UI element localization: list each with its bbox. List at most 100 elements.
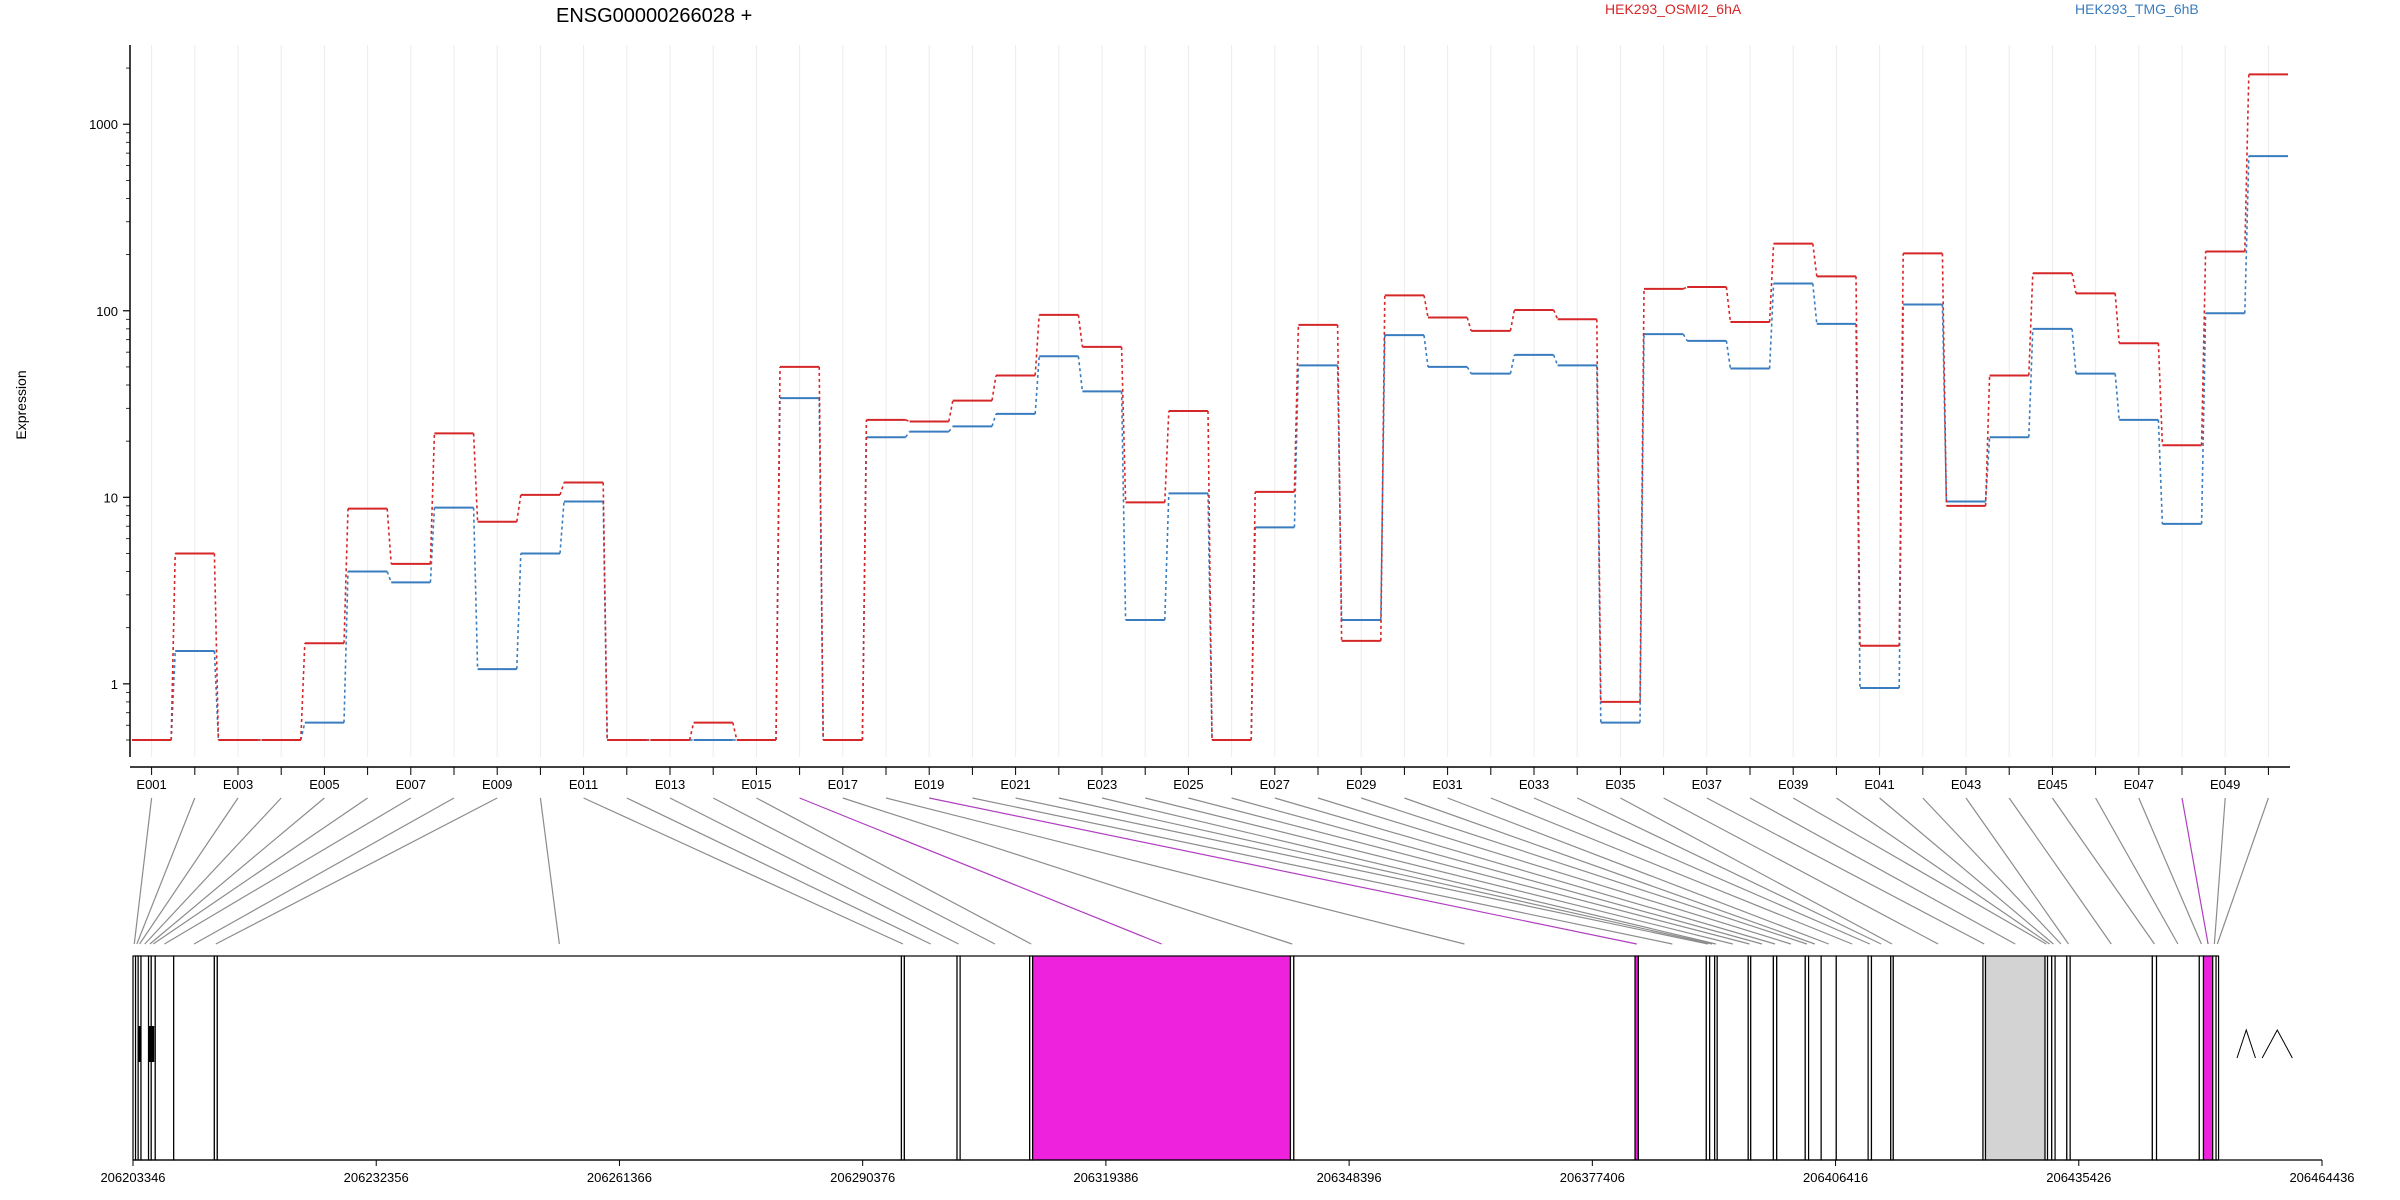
series-0-join-9 (559, 482, 565, 496)
connector-E011 (583, 797, 904, 945)
exon-bin-E028 (1776, 955, 1806, 1161)
connector-E033 (1533, 797, 1871, 945)
exon-bin-E048 (2202, 955, 2214, 1161)
connector-E020 (972, 797, 1673, 945)
series-1-join-45 (2114, 373, 2120, 420)
series-0-join-0 (170, 553, 176, 741)
connector-E042 (1922, 797, 2062, 945)
series-1-join-6 (429, 507, 436, 583)
connector-E043 (1965, 797, 2069, 945)
series-0-join-39 (1855, 276, 1861, 646)
x-tick-label-E005: E005 (309, 777, 339, 792)
connector-E044 (2008, 797, 2112, 945)
connector-E015 (756, 797, 1032, 945)
exon-bin-E044 (2069, 955, 2153, 1161)
x-tick-label-E033: E033 (1519, 777, 1549, 792)
series-0-join-32 (1552, 309, 1559, 320)
connector-E039 (1792, 797, 2047, 945)
x-tick-label-E017: E017 (828, 777, 858, 792)
intron-16 (2236, 1028, 2256, 1059)
series-0-join-12 (688, 722, 695, 741)
series-0-join-6 (429, 433, 436, 564)
series-1-join-19 (991, 413, 997, 427)
series-0-join-43 (2028, 273, 2034, 376)
y-tick-label-1: 1 (111, 677, 118, 692)
series-0-join-42 (1984, 375, 1991, 506)
series-0-join-21 (1077, 314, 1084, 348)
exon-bin-E034 (1870, 955, 1892, 1161)
connector-E021 (1015, 797, 1709, 945)
connector-E046 (2095, 797, 2179, 945)
x-tick-label-E013: E013 (655, 777, 685, 792)
genomic-tick-label-3: 206290376 (830, 1170, 895, 1185)
y-tick-label-1000: 1000 (89, 117, 118, 132)
exon-bin-E007 (154, 955, 175, 1161)
series-1-join-18 (948, 425, 954, 433)
connector-E045 (2051, 797, 2155, 945)
connector-E026 (1231, 797, 1763, 945)
series-0-join-23 (1164, 411, 1170, 503)
exon-bin-E047 (2198, 955, 2205, 1161)
connector-E040 (1836, 797, 2050, 945)
series-0-join-27 (1336, 324, 1343, 641)
series-1-join-32 (1552, 354, 1559, 366)
series-0-join-35 (1682, 286, 1688, 290)
connector-E048 (2181, 797, 2209, 945)
connector-E028 (1317, 797, 1792, 945)
x-tick-label-E007: E007 (396, 777, 426, 792)
connector-E013 (669, 797, 959, 945)
series-1-join-20 (1034, 356, 1040, 414)
legend-series-a: HEK293_OSMI2_6hA (1605, 1, 1742, 17)
connector-E006 (152, 797, 368, 945)
series-0-join-10 (602, 482, 608, 741)
series-1-join-46 (2157, 419, 2164, 524)
series-0-join-18 (948, 400, 954, 422)
connector-E049 (2213, 797, 2226, 945)
series-1-join-38 (1812, 283, 1818, 325)
connector-E008 (193, 797, 455, 945)
exon-bin-E008 (173, 955, 215, 1161)
exon-bin-E026 (1750, 955, 1774, 1161)
exon-bin-E038 (1984, 955, 2046, 1161)
series-0-join-45 (2114, 293, 2120, 344)
y-axis-label: Expression (13, 370, 29, 439)
series-1-join-22 (1120, 391, 1127, 620)
exon-bin-E020 (1637, 955, 1707, 1161)
connector-E027 (1274, 797, 1776, 945)
legend-series-b: HEK293_TMG_6hB (2075, 1, 2199, 17)
exon-bin-E022 (1709, 955, 1716, 1161)
series-0-join-29 (1423, 295, 1429, 318)
series-1-join-15 (818, 398, 824, 741)
series-0-join-26 (1293, 324, 1300, 492)
exon-mark-1 (148, 1026, 152, 1062)
series-0-join-40 (1898, 253, 1904, 646)
series-0-join-33 (1596, 319, 1602, 702)
series-HEK293_OSMI2_6hA (132, 73, 2288, 741)
series-0-join-38 (1812, 243, 1818, 277)
series-1-join-21 (1077, 356, 1084, 392)
connector-E016 (799, 797, 1162, 945)
exon-bin-E036 (1892, 955, 1984, 1161)
series-1-join-41 (1941, 304, 1948, 502)
series-0-join-41 (1941, 253, 1948, 506)
series-1-join-24 (1207, 493, 1213, 741)
series-0-join-24 (1207, 411, 1213, 741)
exon-bin-E012 (903, 955, 958, 1161)
connector-E047 (2138, 797, 2202, 945)
connector-E034 (1576, 797, 1882, 945)
exon-bin-E004 (140, 955, 150, 1161)
genomic-axis: 206203346 206232356 206261366 206290376 2063… (100, 1159, 2355, 1185)
series-1-join-8 (516, 553, 522, 670)
connector-E037 (1706, 797, 1985, 945)
x-tick-label-E001: E001 (136, 777, 166, 792)
connector-E038 (1749, 797, 2016, 945)
series-0-join-34 (1639, 288, 1645, 702)
connector-E010 (539, 797, 560, 945)
series-1-join-9 (559, 501, 565, 554)
exon-mark-0 (138, 1026, 142, 1062)
genomic-tick-label-1: 206232356 (344, 1170, 409, 1185)
genomic-tick-label-9: 206464436 (2289, 1170, 2354, 1185)
exon-bin-E014 (959, 955, 1031, 1161)
x-tick-label-E047: E047 (2124, 777, 2154, 792)
exon-bin-E042 (2054, 955, 2068, 1161)
